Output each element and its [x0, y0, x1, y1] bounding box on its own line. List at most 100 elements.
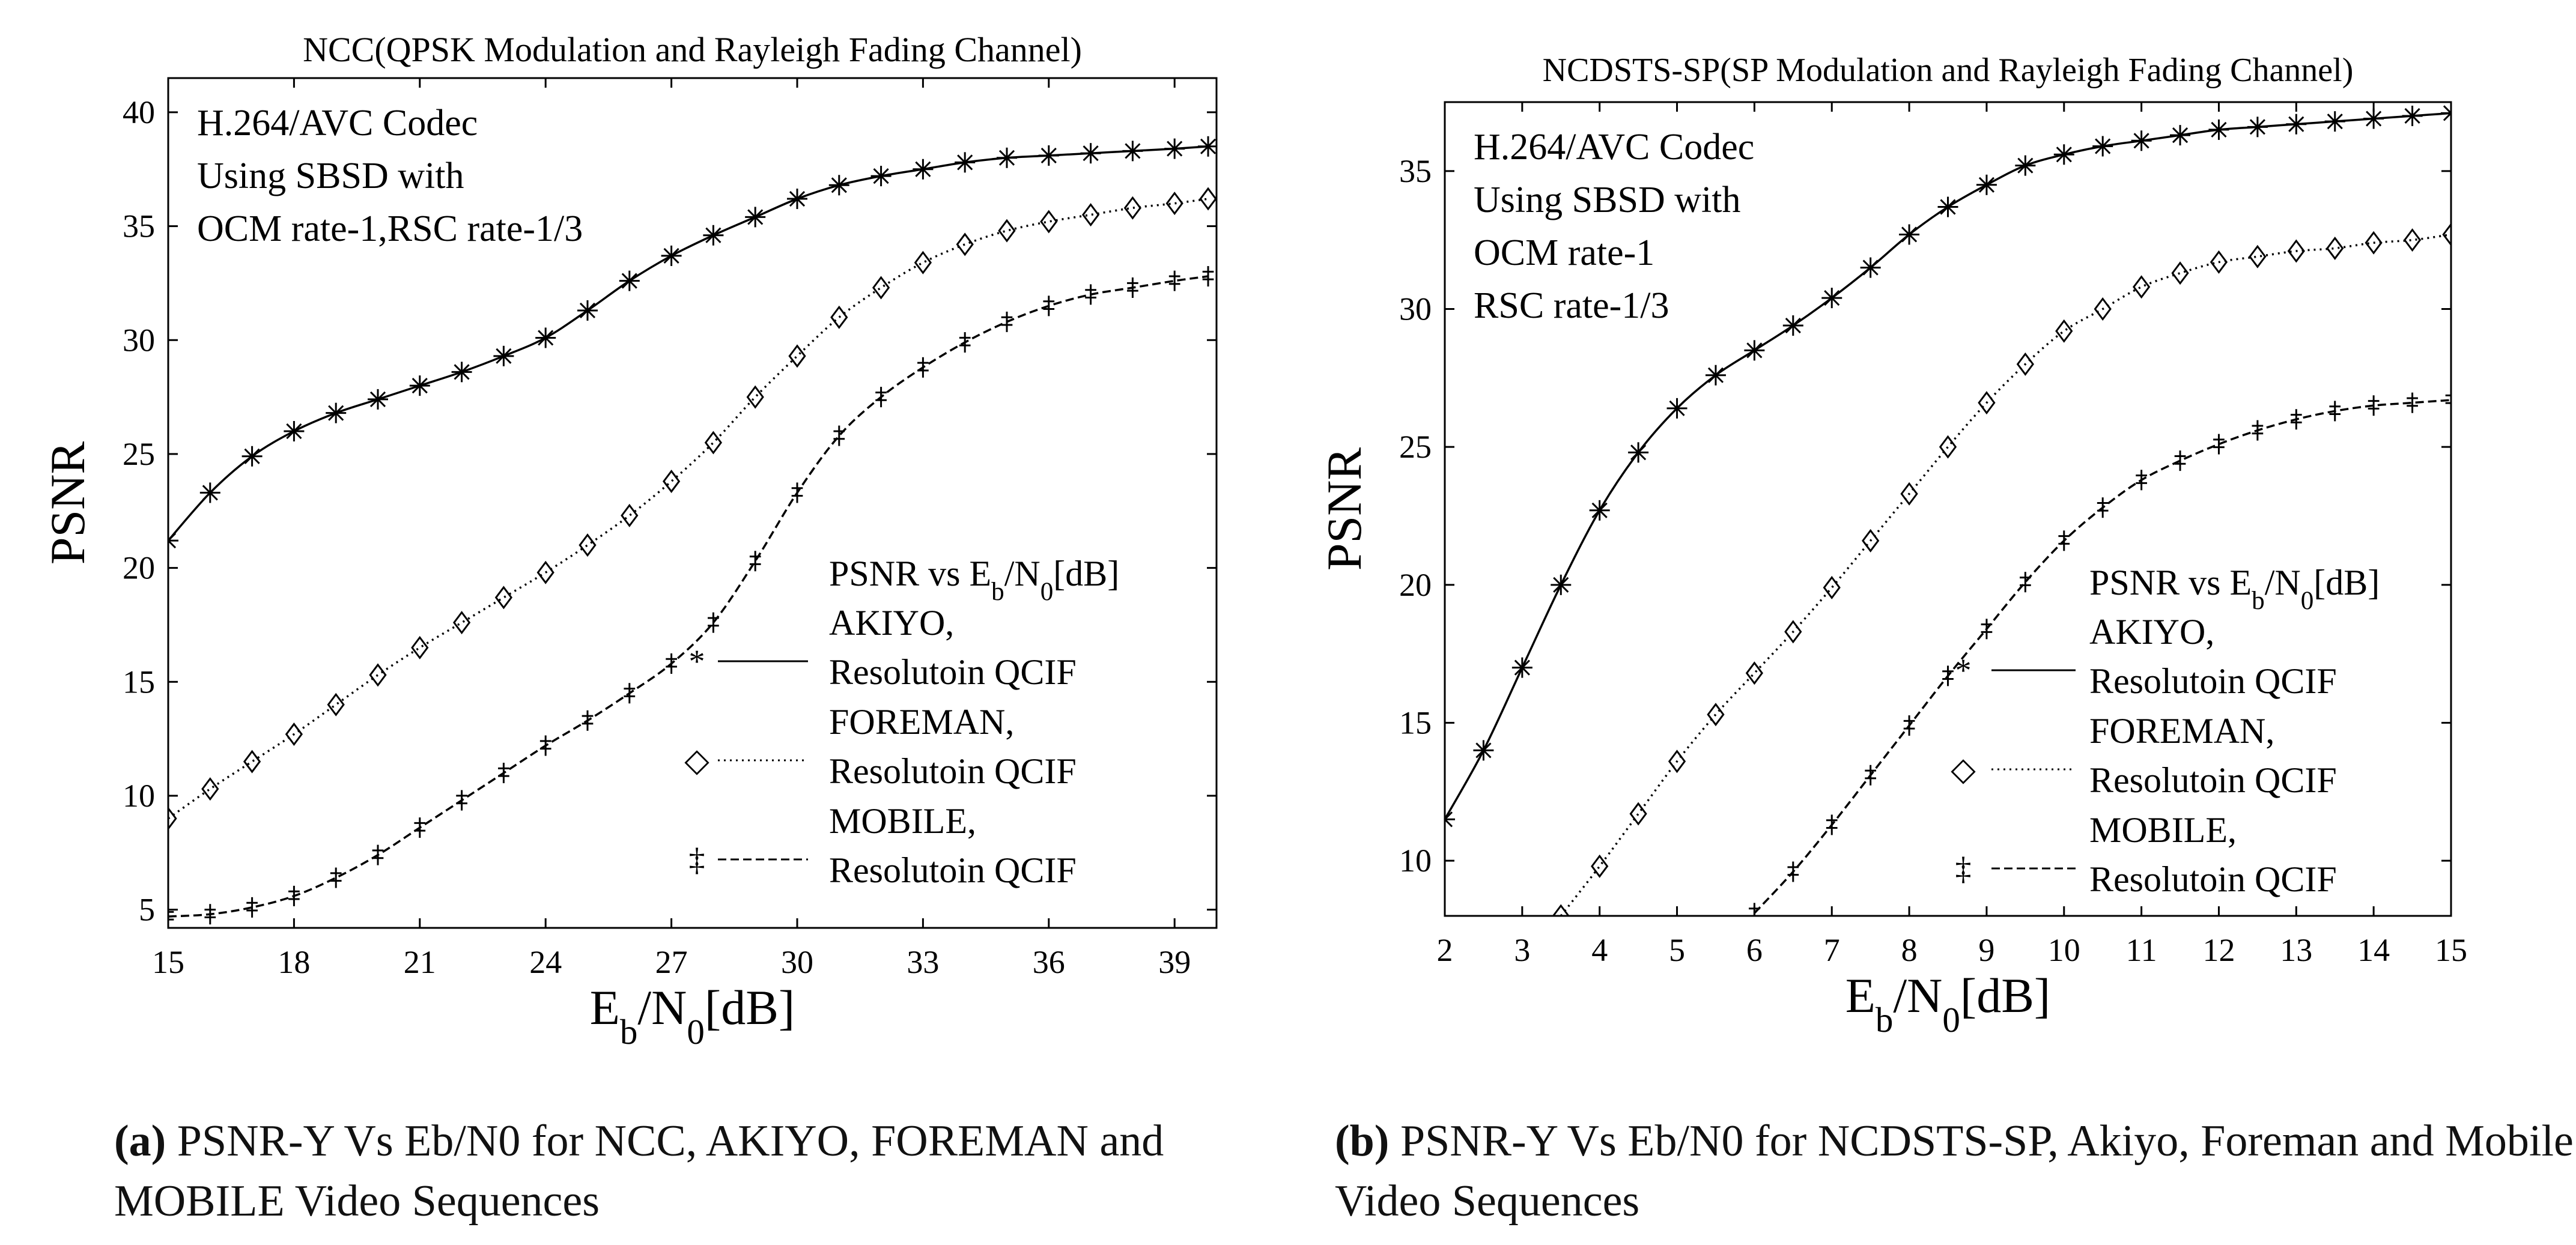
chart-b-ncdsts-sp: NCDSTS-SP(SP Modulation and Rayleigh Fad… [1317, 52, 2467, 1040]
chart-b-series-akiyo-point-19-stroke [2172, 127, 2189, 144]
chart-a-legend-entry-1-resolution: Resolutoin QCIF [829, 751, 1077, 791]
chart-b-series-foreman-point-6 [1784, 620, 1802, 644]
chart-a-series-akiyo-point-16 [828, 175, 849, 196]
chart-a-ytick-label-3: 20 [123, 550, 155, 586]
chart-b-series-akiyo-point-13 [1937, 196, 1958, 217]
chart-b-series-akiyo-point-6-stroke [1669, 400, 1685, 416]
chart-a-series-mobile [168, 266, 1214, 927]
chart-b-series-akiyo-point-0 [1445, 809, 1455, 830]
chart-b-series-akiyo-point-22 [2286, 114, 2307, 135]
chart-a-legend-entry-0-name: AKIYO, [829, 603, 954, 643]
chart-b-series-akiyo-point-1 [1473, 740, 1494, 761]
chart-a-series-akiyo-point-9 [535, 327, 556, 348]
chart-b-series-akiyo-point-17-stroke [2095, 138, 2111, 154]
chart-b-xtick-label-1: 3 [1514, 932, 1530, 968]
chart-a-series-foreman-point-17 [872, 276, 890, 300]
chart-a-title: NCC(QPSK Modulation and Rayleigh Fading … [303, 30, 1082, 69]
chart-a-series-akiyo-point-21-stroke [1040, 147, 1057, 164]
chart-a-annotation-line-0: H.264/AVC Codec [197, 103, 478, 144]
chart-a-series-akiyo-point-24-stroke [1167, 141, 1183, 157]
chart-b-series-foreman-point-10-shape [1939, 435, 1957, 459]
chart-b-series-akiyo-point-23-stroke [2327, 114, 2343, 130]
chart-b-legend-entry-0-name: AKIYO, [2089, 612, 2214, 652]
chart-a-series-akiyo-point-7-stroke [454, 364, 470, 380]
chart-b-series-akiyo-point-21 [2247, 117, 2268, 138]
chart-b-legend-entry-1-marker: ◇ [1951, 751, 1976, 787]
chart-a-xtick-label-4: 27 [655, 944, 688, 980]
chart-a-xtick-label-8: 39 [1158, 944, 1191, 980]
chart-b-series-akiyo-point-12-stroke [1901, 226, 1918, 243]
chart-b-ytick-label-0: 10 [1399, 843, 1432, 879]
chart-a-series-foreman-point-18-shape [914, 250, 932, 274]
chart-a-series-foreman-point-16-shape [830, 305, 848, 329]
chart-a-series-mobile-point-11 [624, 683, 636, 704]
chart-a-series-foreman-point-23-shape [1123, 196, 1142, 220]
chart-a-xtick-label-3: 24 [529, 944, 562, 980]
chart-b-plot-frame [1444, 101, 2452, 917]
chart-b-series-akiyo-point-8 [1744, 340, 1765, 361]
chart-b-series-akiyo-point-14-stroke [1978, 177, 1995, 193]
caption-b-text: PSNR-Y Vs Eb/N0 for NCDSTS-SP, Akiyo, Fo… [1335, 1116, 2574, 1226]
chart-b-legend-entry-1-name: FOREMAN, [2089, 711, 2274, 751]
chart-b-series-mobile-point-15 [2329, 401, 2341, 422]
chart-a-series-akiyo-point-22-stroke [1083, 145, 1099, 162]
chart-a-series-akiyo-point-2 [242, 446, 263, 467]
chart-a-series-foreman-point-19-shape [956, 232, 974, 256]
chart-a-series-foreman-point-22-shape [1081, 203, 1100, 227]
chart-b-series-foreman-point-8-shape [1862, 529, 1880, 553]
chart-a-series-foreman [168, 187, 1217, 831]
chart-b-series-foreman-point-21-shape [2365, 231, 2383, 255]
chart-a-series-foreman-point-5 [369, 663, 387, 687]
chart-b-series-foreman-point-13 [2055, 319, 2073, 343]
chart-b-series-mobile-point-5 [1942, 665, 1954, 686]
chart-a-series-foreman-point-3 [285, 722, 303, 747]
chart-a-series-foreman-point-13 [704, 431, 723, 455]
chart-b-series-akiyo-point-20 [2208, 119, 2229, 140]
chart-a-series-foreman-point-4 [327, 692, 345, 716]
chart-b-xtick-label-12: 14 [2357, 932, 2390, 968]
chart-a-series-mobile-point-6 [414, 817, 426, 838]
chart-b-annotation-line-1: Using SBSD with [1474, 180, 1740, 220]
chart-a-series-akiyo-point-8-stroke [496, 348, 512, 364]
chart-a-series-mobile-point-12 [666, 653, 677, 674]
chart-b-series-akiyo-point-5-stroke [1630, 444, 1647, 461]
chart-b-series-mobile-point-11 [2174, 450, 2186, 471]
chart-b-series-foreman-point-0-shape [1552, 904, 1570, 916]
chart-a-series-foreman-point-24-shape [1165, 192, 1183, 216]
chart-b-series-akiyo-point-24-stroke [2366, 111, 2382, 127]
chart-a-series-akiyo-point-16-stroke [831, 177, 847, 193]
chart-a-series-foreman-point-8-shape [494, 586, 513, 610]
chart-b-xtick-label-9: 11 [2126, 932, 2157, 968]
chart-a-series-akiyo-point-8 [493, 345, 514, 366]
chart-a-series-akiyo-point-5-stroke [369, 391, 386, 407]
chart-a-legend-entry-0-marker: * [689, 643, 705, 679]
chart-b-series-foreman-point-15 [2132, 275, 2151, 299]
chart-a-series-foreman-point-10 [579, 533, 597, 557]
chart-a-series-foreman-point-16 [830, 305, 848, 329]
chart-b-series-foreman-point-3-shape [1668, 750, 1686, 774]
chart-a-xtick-label-6: 33 [907, 944, 939, 980]
chart-b-series-foreman-point-6-shape [1784, 620, 1802, 644]
chart-b-series-foreman-point-5-shape [1745, 661, 1764, 685]
chart-a-series-foreman-point-8 [494, 586, 513, 610]
chart-b-series-foreman-point-12-shape [2016, 352, 2034, 376]
chart-b-ytick-label-5: 35 [1399, 153, 1432, 189]
chart-b-series-akiyo-point-18 [2131, 130, 2152, 151]
chart-a-series-mobile-point-18 [917, 357, 929, 378]
chart-a-series-mobile-point-23 [1127, 277, 1138, 298]
chart-b-annotation-line-0: H.264/AVC Codec [1474, 127, 1754, 168]
chart-b-legend-entry-0-resolution: Resolutoin QCIF [2089, 661, 2337, 701]
chart-a-series-mobile-point-21 [1043, 295, 1055, 317]
chart-b-series-foreman-point-5 [1745, 661, 1764, 685]
chart-a-ncc: NCC(QPSK Modulation and Rayleigh Fading … [40, 30, 1218, 1052]
chart-b-series-akiyo-point-16-stroke [2056, 147, 2072, 163]
chart-a-series-akiyo-point-19 [955, 152, 976, 173]
chart-a-series-foreman-point-15 [788, 344, 806, 368]
chart-b-ytick-label-2: 20 [1399, 567, 1432, 603]
chart-b-series-foreman-point-9-shape [1900, 482, 1918, 506]
chart-b-xtick-label-0: 2 [1437, 932, 1453, 968]
chart-b-series-akiyo-point-25 [2402, 105, 2423, 126]
caption-a: (a) PSNR-Y Vs Eb/N0 for NCC, AKIYO, FORE… [114, 1111, 1256, 1231]
chart-b-xtick-label-13: 15 [2435, 932, 2467, 968]
chart-b-series-foreman-point-20-shape [2326, 236, 2344, 260]
